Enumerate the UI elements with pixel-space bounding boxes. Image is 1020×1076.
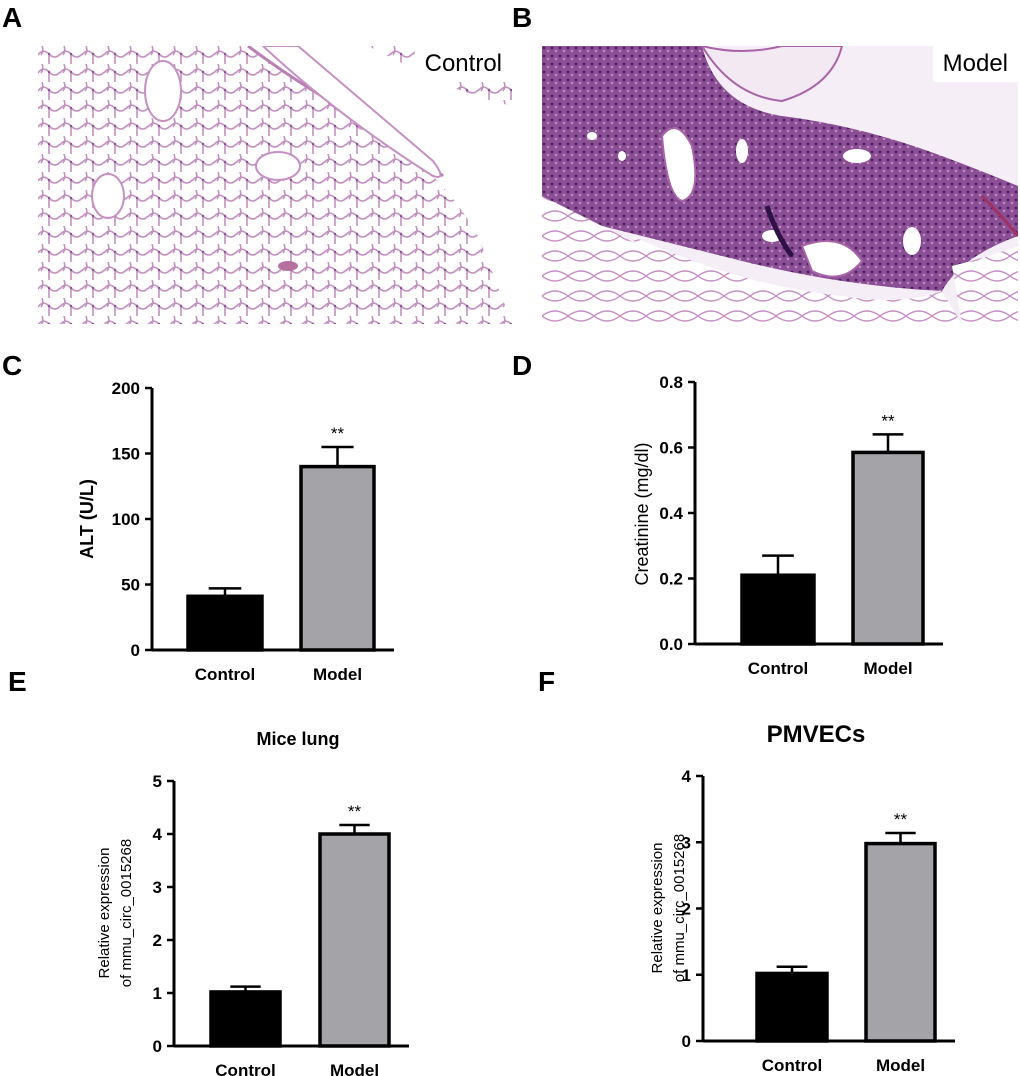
y-tick-label: 4 xyxy=(682,767,692,786)
significance-marker: ** xyxy=(331,424,345,443)
y-axis-label: Relative expression xyxy=(649,843,666,974)
bar-model xyxy=(299,464,376,652)
y-axis-label: Relative expression xyxy=(96,848,113,979)
x-tick-label: Control xyxy=(762,1056,822,1075)
significance-marker: ** xyxy=(894,810,908,829)
histology-label-model: Model xyxy=(932,46,1018,82)
histology-control-drawing xyxy=(38,46,512,324)
y-tick-label: 100 xyxy=(112,510,140,529)
y-axis-label: of mmu_circ_0015268 xyxy=(118,839,135,987)
panel-letter-a: A xyxy=(2,2,23,33)
histology-label-control: Control xyxy=(414,46,512,82)
y-tick-label: 0.2 xyxy=(659,570,683,589)
x-tick-label: Model xyxy=(330,1061,379,1076)
y-tick-label: 3 xyxy=(682,833,691,852)
y-tick-label: 1 xyxy=(153,984,162,1003)
chart-panel-d: 0.0 0.2 0.4 0.6 0.8 Creatinine (mg/dl) Control… xyxy=(632,373,943,678)
y-tick-label: 200 xyxy=(112,379,140,398)
panel-letter-e: E xyxy=(8,666,27,697)
chart-panel-e: Mice lung 0 1 2 3 4 5 Relative expression of mmu… xyxy=(96,729,409,1076)
chart-title: Mice lung xyxy=(256,729,339,749)
y-tick-label: 50 xyxy=(121,576,140,595)
bar-model xyxy=(851,450,925,646)
significance-marker: ** xyxy=(881,411,895,430)
significance-marker: ** xyxy=(348,802,362,821)
y-tick-label: 150 xyxy=(112,445,140,464)
bar-control xyxy=(740,573,816,646)
chart-title: PMVECs xyxy=(767,721,866,748)
y-axis-label: ALT (U/L) xyxy=(77,479,97,559)
y-tick-label: 0.4 xyxy=(659,504,683,523)
y-tick-label: 1 xyxy=(682,966,691,985)
y-tick-label: 0 xyxy=(131,641,140,660)
y-tick-label: 0 xyxy=(153,1037,162,1056)
chart-panel-c: 0 50 100 150 200 ALT (U/L) Control Model ** xyxy=(77,379,394,684)
y-tick-label: 0 xyxy=(682,1032,691,1051)
y-axis-label: Creatinine (mg/dl) xyxy=(632,442,652,585)
y-tick-label: 5 xyxy=(153,772,162,791)
y-tick-label: 2 xyxy=(153,931,162,950)
bar-model xyxy=(864,841,937,1043)
y-tick-label: 0.8 xyxy=(659,373,683,392)
bar-control xyxy=(755,971,829,1043)
x-tick-label: Control xyxy=(195,665,255,684)
y-tick-label: 2 xyxy=(682,900,691,919)
x-tick-label: Control xyxy=(748,659,808,678)
y-tick-label: 0.6 xyxy=(659,439,683,458)
bar-model xyxy=(318,832,391,1048)
y-axis-label: of mmu_circ_0015268 xyxy=(671,834,688,982)
histology-image-control: Control xyxy=(38,46,512,324)
y-tick-label: 0.0 xyxy=(659,635,683,654)
x-tick-label: Model xyxy=(863,659,912,678)
chart-panel-f: PMVECs 0 1 2 3 4 Relative expression of mmu_cir… xyxy=(649,721,955,1075)
x-tick-label: Model xyxy=(313,665,362,684)
x-tick-label: Model xyxy=(876,1056,925,1075)
y-tick-label: 4 xyxy=(153,825,163,844)
x-tick-label: Control xyxy=(215,1061,275,1076)
y-tick-label: 3 xyxy=(153,878,162,897)
bar-control xyxy=(186,594,264,652)
panel-letter-f: F xyxy=(538,666,556,697)
histology-model-drawing xyxy=(542,46,1018,324)
panel-letter-d: D xyxy=(512,350,533,381)
panel-letter-b: B xyxy=(512,2,533,33)
panel-letter-c: C xyxy=(2,350,23,381)
bar-control xyxy=(209,990,282,1048)
histology-image-model: Model xyxy=(542,46,1018,324)
